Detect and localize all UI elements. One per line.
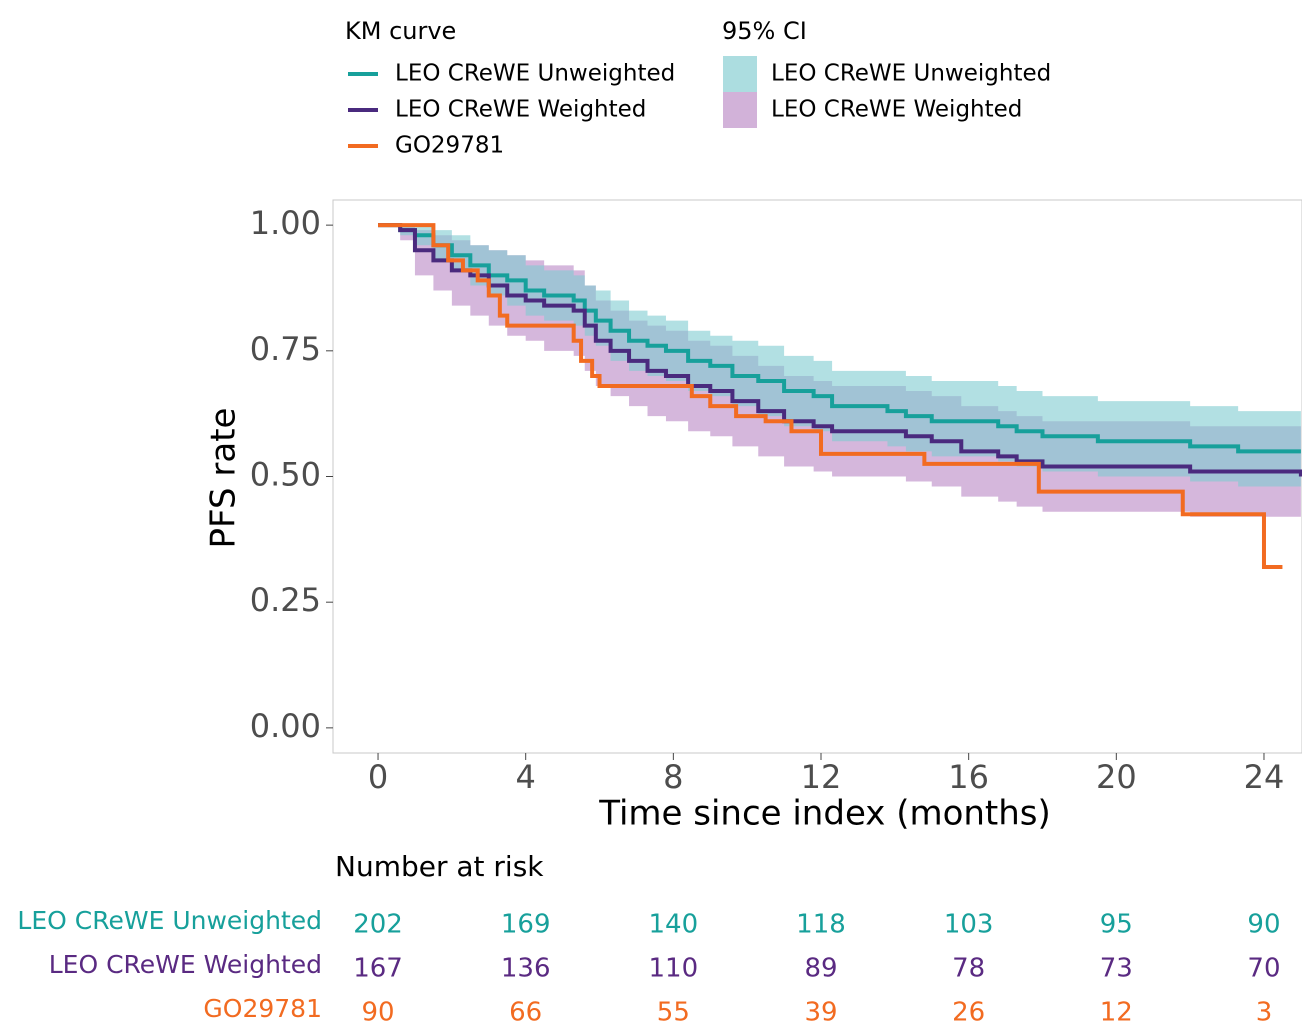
- risk-row-label: LEO CReWE Weighted: [49, 950, 322, 979]
- x-tick-label: 20: [1096, 758, 1137, 796]
- ci-legend-label: LEO CReWE Weighted: [771, 97, 1022, 123]
- y-tick-label: 0.00: [250, 707, 321, 745]
- legend-title: KM curve: [345, 17, 456, 45]
- plot-area: [378, 223, 1302, 569]
- x-tick-label: 0: [368, 758, 388, 796]
- risk-count: 39: [804, 998, 837, 1025]
- risk-count: 3: [1256, 998, 1273, 1025]
- x-tick-label: 4: [516, 758, 536, 796]
- risk-count: 103: [944, 910, 994, 940]
- risk-count: 167: [353, 954, 403, 984]
- legend-swatch: [723, 92, 757, 128]
- risk-count: 95: [1100, 910, 1133, 940]
- risk-count: 55: [657, 998, 690, 1025]
- risk-count: 118: [796, 910, 846, 940]
- risk-count: 26: [952, 998, 985, 1025]
- risk-count: 70: [1247, 954, 1280, 984]
- risk-row-label: LEO CReWE Unweighted: [17, 906, 322, 935]
- y-tick-label: 0.25: [250, 581, 321, 619]
- y-tick-label: 0.75: [250, 330, 321, 368]
- km-curve: [378, 223, 1283, 569]
- risk-count: 89: [804, 954, 837, 984]
- risk-row-label: GO29781: [203, 994, 322, 1023]
- y-tick-label: 1.00: [250, 204, 321, 242]
- y-axis-title: PFS rate: [204, 408, 244, 549]
- ci-legend-label: LEO CReWE Unweighted: [771, 61, 1051, 87]
- x-tick-label: 12: [801, 758, 842, 796]
- x-tick-label: 24: [1244, 758, 1285, 796]
- risk-count: 12: [1100, 998, 1133, 1025]
- risk-count: 73: [1100, 954, 1133, 984]
- risk-count: 66: [509, 998, 542, 1025]
- legend-label: LEO CReWE Unweighted: [395, 61, 675, 87]
- x-tick-label: 16: [948, 758, 989, 796]
- risk-count: 110: [649, 954, 699, 984]
- legend-swatch: [723, 56, 757, 92]
- risk-count: 90: [1247, 910, 1280, 940]
- risk-count: 202: [353, 910, 403, 940]
- risk-count: 78: [952, 954, 985, 984]
- ci-legend-title: 95% CI: [722, 17, 807, 45]
- risk-count: 140: [649, 910, 699, 940]
- km-curve: [378, 223, 1301, 454]
- x-tick-label: 8: [663, 758, 683, 796]
- risk-table-title: Number at risk: [335, 850, 544, 883]
- y-tick-label: 0.50: [250, 456, 321, 494]
- legend-label: LEO CReWE Weighted: [395, 97, 646, 123]
- risk-count: 90: [361, 998, 394, 1025]
- x-axis-title: Time since index (months): [598, 794, 1051, 834]
- risk-count: 169: [501, 910, 551, 940]
- legend-label: GO29781: [395, 133, 504, 159]
- km-curve: [378, 223, 1302, 477]
- risk-count: 136: [501, 954, 551, 984]
- ci-band: [378, 225, 1301, 487]
